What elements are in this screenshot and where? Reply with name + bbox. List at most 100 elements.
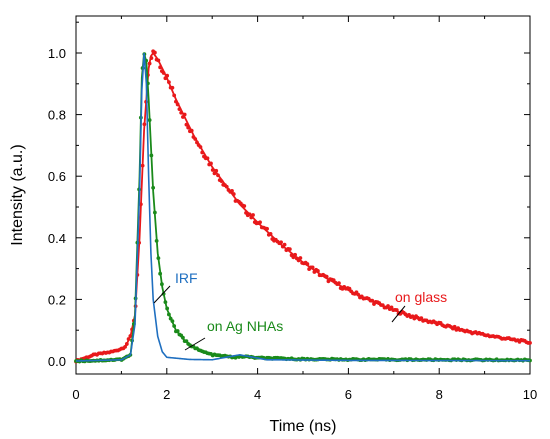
data-point <box>152 210 157 215</box>
data-point <box>310 265 315 270</box>
data-point <box>316 269 320 273</box>
data-point <box>167 312 171 317</box>
annotation-irf: IRF <box>175 270 198 286</box>
data-point <box>161 292 166 296</box>
data-point <box>156 58 161 63</box>
data-point <box>158 65 163 70</box>
data-point <box>287 247 292 252</box>
y-tick-label: 0.8 <box>48 108 66 123</box>
data-point <box>394 308 399 312</box>
data-point <box>182 112 187 117</box>
data-point <box>251 213 255 217</box>
data-point <box>163 300 168 304</box>
x-tick-label: 8 <box>436 387 443 402</box>
data-point <box>126 337 131 341</box>
data-point <box>347 286 352 291</box>
x-axis-title: Time (ns) <box>270 418 337 435</box>
data-point <box>175 102 180 107</box>
data-point <box>181 335 185 340</box>
y-tick-label: 0.4 <box>48 231 66 246</box>
axis-ticks <box>75 16 531 374</box>
data-point <box>258 220 262 225</box>
series-on-ag-nhas <box>74 52 532 364</box>
data-point <box>386 304 390 308</box>
data-point <box>198 145 203 149</box>
data-point <box>268 231 273 236</box>
data-point <box>184 122 189 127</box>
y-tick-label: 0.2 <box>48 292 66 307</box>
data-point <box>172 324 177 328</box>
data-point <box>200 150 205 155</box>
x-tick-label: 2 <box>163 387 170 402</box>
plot-frame <box>75 15 531 375</box>
annotation-glass: on glass <box>395 289 447 305</box>
data-point <box>209 161 213 166</box>
data-point <box>452 324 457 329</box>
data-point <box>282 242 287 247</box>
data-point <box>186 125 191 130</box>
data-point <box>219 179 224 184</box>
data-point <box>175 329 180 333</box>
data-point <box>172 93 177 98</box>
data-point <box>159 282 164 287</box>
data-point <box>167 80 171 85</box>
data-point <box>165 73 170 78</box>
data-point <box>147 61 152 66</box>
data-point <box>158 271 163 276</box>
data-point <box>265 226 269 231</box>
y-tick-label: 0.6 <box>48 169 66 184</box>
x-tick-label: 4 <box>254 387 261 402</box>
data-point <box>156 256 161 261</box>
series-line <box>75 52 531 362</box>
data-point <box>231 192 236 196</box>
series-on-glass <box>74 49 532 364</box>
data-point <box>293 252 298 257</box>
data-point <box>154 238 159 243</box>
data-point <box>177 107 182 112</box>
y-tick-label: 1.0 <box>48 46 66 61</box>
data-point <box>216 173 220 178</box>
series-line <box>75 51 531 362</box>
data-point <box>149 56 154 60</box>
data-point <box>356 292 361 297</box>
data-point <box>242 204 247 208</box>
data-point <box>149 153 154 158</box>
annotation-pointer <box>391 305 406 323</box>
data-point <box>170 319 175 324</box>
series-irf <box>75 52 530 362</box>
series-line <box>75 52 530 362</box>
data-point <box>214 168 219 173</box>
data-point <box>151 185 156 190</box>
data-point <box>147 118 152 122</box>
data-point <box>152 50 157 55</box>
annotation-pointer <box>184 337 206 351</box>
data-point <box>370 298 375 303</box>
data-point <box>142 122 147 127</box>
x-tick-label: 0 <box>72 387 79 402</box>
data-point <box>247 212 252 217</box>
data-point <box>174 99 178 104</box>
data-point <box>337 281 341 286</box>
data-point <box>210 168 215 172</box>
data-point <box>205 156 210 161</box>
annotation-ag-nhas: on Ag NHAs <box>207 318 283 334</box>
data-point <box>170 85 175 90</box>
tick-labels: 0 2 4 6 8 10 0.0 0.2 0.4 0.6 0.8 1.0 <box>48 46 537 402</box>
data-point <box>179 110 184 115</box>
y-tick-label: 0.0 <box>48 354 66 369</box>
data-point <box>193 137 198 141</box>
data-point <box>124 342 129 346</box>
data-point <box>230 189 234 193</box>
data-point <box>123 344 127 349</box>
data-point <box>165 306 170 311</box>
data-point <box>279 240 283 245</box>
data-point <box>528 341 532 345</box>
data-point <box>298 256 303 260</box>
y-axis-title: Intensity (a.u.) <box>9 144 26 245</box>
x-tick-label: 6 <box>345 387 352 402</box>
annotations: IRF on Ag NHAs on glass <box>153 270 447 351</box>
data-point <box>224 184 229 189</box>
data-point <box>140 163 145 168</box>
data-point <box>324 274 329 279</box>
